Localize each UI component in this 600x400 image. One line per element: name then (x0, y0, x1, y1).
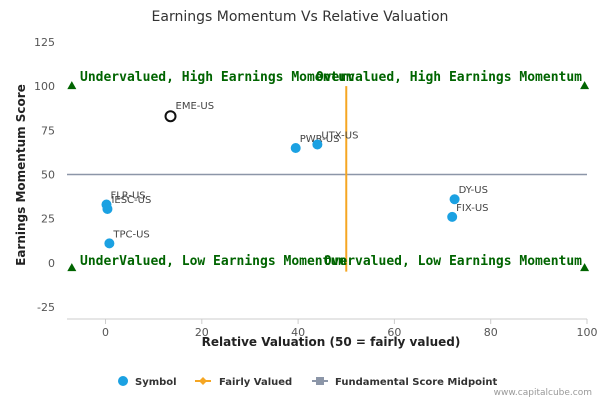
y-tick-label: 125 (34, 36, 55, 49)
data-point-label: FIX-US (456, 203, 488, 214)
legend-symbol-swatch (118, 376, 128, 386)
data-point (290, 143, 301, 153)
x-tick-label: 0 (102, 326, 109, 339)
quadrant-marker (580, 263, 590, 272)
data-point (447, 211, 458, 222)
highlight-point-label: EME-US (176, 101, 215, 112)
credit-text: www.capitalcube.com (494, 388, 592, 398)
y-tick-label: 75 (41, 124, 55, 137)
x-tick-label: 20 (195, 326, 209, 339)
data-point-label: PWR-US (300, 134, 340, 145)
data-point-label: TPC-US (112, 229, 149, 240)
data-point (449, 194, 460, 205)
axes: 0 20 40 60 80 100 -25 0 25 50 75 100 125 (34, 36, 598, 339)
quadrant-marker (67, 263, 77, 272)
chart-title: Earnings Momentum Vs Relative Valuation (152, 9, 449, 25)
x-tick-label: 100 (577, 326, 598, 339)
quadrant-label-top-right: Overvalued, High Earnings Momentum (316, 70, 582, 85)
legend-midpoint-marker (316, 377, 324, 385)
x-tick-label: 60 (387, 326, 401, 339)
quadrant-label-bottom-left: UnderValued, Low Earnings Momentum (80, 254, 346, 269)
data-point-label: FLR-US (110, 191, 145, 202)
highlight-point (164, 110, 177, 123)
reference-lines (67, 86, 587, 272)
quadrant-labels: Undervalued, High Earnings MomentumOverv… (80, 70, 582, 269)
legend-midpoint-label: Fundamental Score Midpoint (335, 377, 498, 388)
data-point (102, 203, 113, 214)
quadrant-markers (67, 81, 590, 272)
data-point-label: IESC-US (111, 195, 151, 206)
quadrant-label-bottom-right: Overvalued, Low Earnings Momentum (324, 254, 582, 269)
data-point-label: DY-US (459, 185, 488, 196)
y-tick-label: 25 (41, 213, 55, 226)
quadrant-label-top-left: Undervalued, High Earnings Momentum (80, 70, 354, 85)
x-axis-title: Relative Valuation (50 = fairly valued) (202, 335, 461, 349)
legend-symbol-label: Symbol (135, 377, 177, 388)
data-point (312, 139, 323, 150)
x-tick-label: 40 (291, 326, 305, 339)
data-point-label: UTX-US (321, 130, 358, 141)
y-tick-label: 0 (48, 257, 55, 270)
y-axis-title: Earnings Momentum Score (14, 84, 28, 266)
data-point (104, 238, 115, 249)
y-tick-label: 50 (41, 169, 55, 182)
quadrant-marker (580, 81, 590, 90)
x-tick-label: 80 (484, 326, 498, 339)
legend: Symbol Fairly Valued Fundamental Score Mid… (118, 376, 498, 388)
quadrant-marker (67, 81, 77, 90)
y-tick-label: 100 (34, 80, 55, 93)
y-tick-label: -25 (37, 301, 55, 314)
legend-fairly-valued-label: Fairly Valued (219, 377, 292, 388)
legend-fairly-valued-marker (199, 377, 207, 385)
